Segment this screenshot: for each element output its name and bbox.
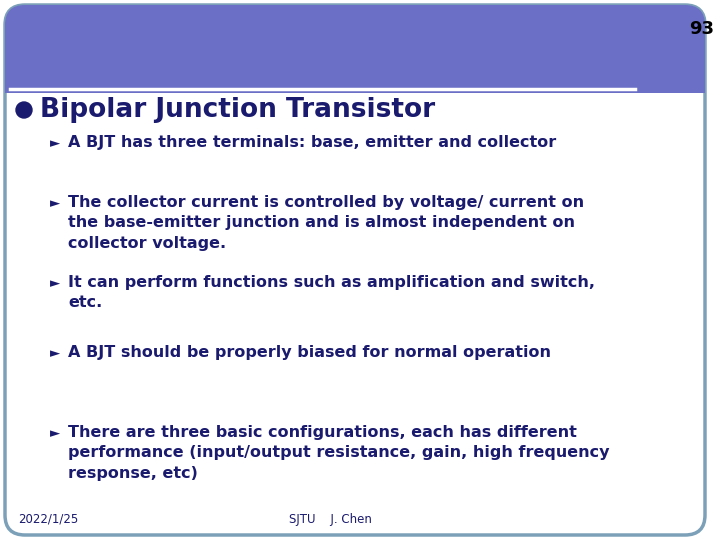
Text: ►: ► bbox=[50, 276, 60, 290]
Circle shape bbox=[16, 102, 32, 118]
FancyBboxPatch shape bbox=[5, 5, 705, 93]
Text: It can perform functions such as amplification and switch,
etc.: It can perform functions such as amplifi… bbox=[68, 275, 595, 310]
Text: ►: ► bbox=[50, 137, 60, 150]
Text: A BJT has three terminals: base, emitter and collector: A BJT has three terminals: base, emitter… bbox=[68, 135, 557, 150]
Text: There are three basic configurations, each has different
performance (input/outp: There are three basic configurations, ea… bbox=[68, 425, 610, 481]
Text: ►: ► bbox=[50, 197, 60, 210]
Text: SJTU    J. Chen: SJTU J. Chen bbox=[289, 513, 372, 526]
FancyBboxPatch shape bbox=[5, 5, 705, 535]
Bar bbox=[5, 71, 705, 93]
Text: ►: ► bbox=[50, 427, 60, 440]
Text: 2022/1/25: 2022/1/25 bbox=[18, 513, 78, 526]
Text: A BJT should be properly biased for normal operation: A BJT should be properly biased for norm… bbox=[68, 345, 551, 360]
Text: The collector current is controlled by voltage/ current on
the base-emitter junc: The collector current is controlled by v… bbox=[68, 195, 584, 251]
Text: ►: ► bbox=[50, 347, 60, 360]
Text: Bipolar Junction Transistor: Bipolar Junction Transistor bbox=[40, 97, 435, 123]
Text: 93: 93 bbox=[689, 20, 714, 38]
